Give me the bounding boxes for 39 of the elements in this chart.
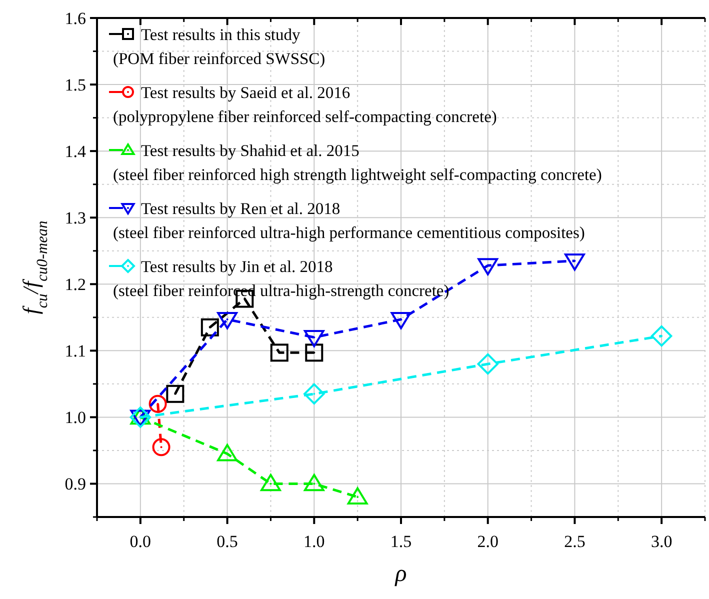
point xyxy=(260,474,281,492)
x-axis-title: ρ xyxy=(394,561,407,587)
point xyxy=(478,258,498,276)
legend-label: Test results by Shahid et al. 2015 (steel fiber reinforced high strength lightweight self-compacting concrete) xyxy=(113,141,602,184)
point xyxy=(305,344,324,362)
y-tick-label: 1.0 xyxy=(64,408,86,428)
point xyxy=(152,438,170,456)
point xyxy=(217,444,238,462)
point xyxy=(270,344,288,362)
y-tick-label: 0.9 xyxy=(64,474,86,494)
point xyxy=(304,330,324,348)
x-tick-label: 1.5 xyxy=(390,532,412,551)
y-tick-label: 1.1 xyxy=(64,342,86,361)
y-tick-label: 1.5 xyxy=(64,76,86,95)
legend-label: Test results by Ren et al. 2018 (steel fiber reinforced ultra-high performance cementitious composites) xyxy=(113,199,585,242)
x-tick-label: 0.5 xyxy=(216,532,238,551)
y-tick-label: 1.2 xyxy=(64,275,86,294)
y-tick-label: 1.3 xyxy=(64,208,86,228)
point xyxy=(166,384,184,403)
point xyxy=(564,253,585,271)
legend-label: Test results by Jin et al. 2018 (steel fiber reinforced ultra-high-strength concrete) xyxy=(113,257,450,300)
point xyxy=(217,312,238,330)
point xyxy=(200,318,219,336)
x-tick-label: 2.5 xyxy=(564,532,586,551)
x-tick-label: 0.0 xyxy=(130,532,152,551)
x-tick-label: 3.0 xyxy=(650,532,672,551)
point xyxy=(390,312,412,330)
point xyxy=(650,325,672,347)
point xyxy=(477,353,498,375)
x-tick-label: 2.0 xyxy=(477,532,498,551)
legend-label: Test results by Saeid et al. 2016 (polypropylene fiber reinforced self-compacting concrete) xyxy=(113,83,497,126)
point xyxy=(148,394,167,413)
legend-label: Test results in this study (POM fiber reinforced SWSSC) xyxy=(113,25,326,68)
point xyxy=(304,474,324,492)
y-tick-label: 1.6 xyxy=(64,9,86,28)
y-tick-label: 1.4 xyxy=(64,142,86,162)
x-tick-label: 1.0 xyxy=(304,532,325,551)
point xyxy=(304,383,325,405)
point xyxy=(347,487,368,504)
